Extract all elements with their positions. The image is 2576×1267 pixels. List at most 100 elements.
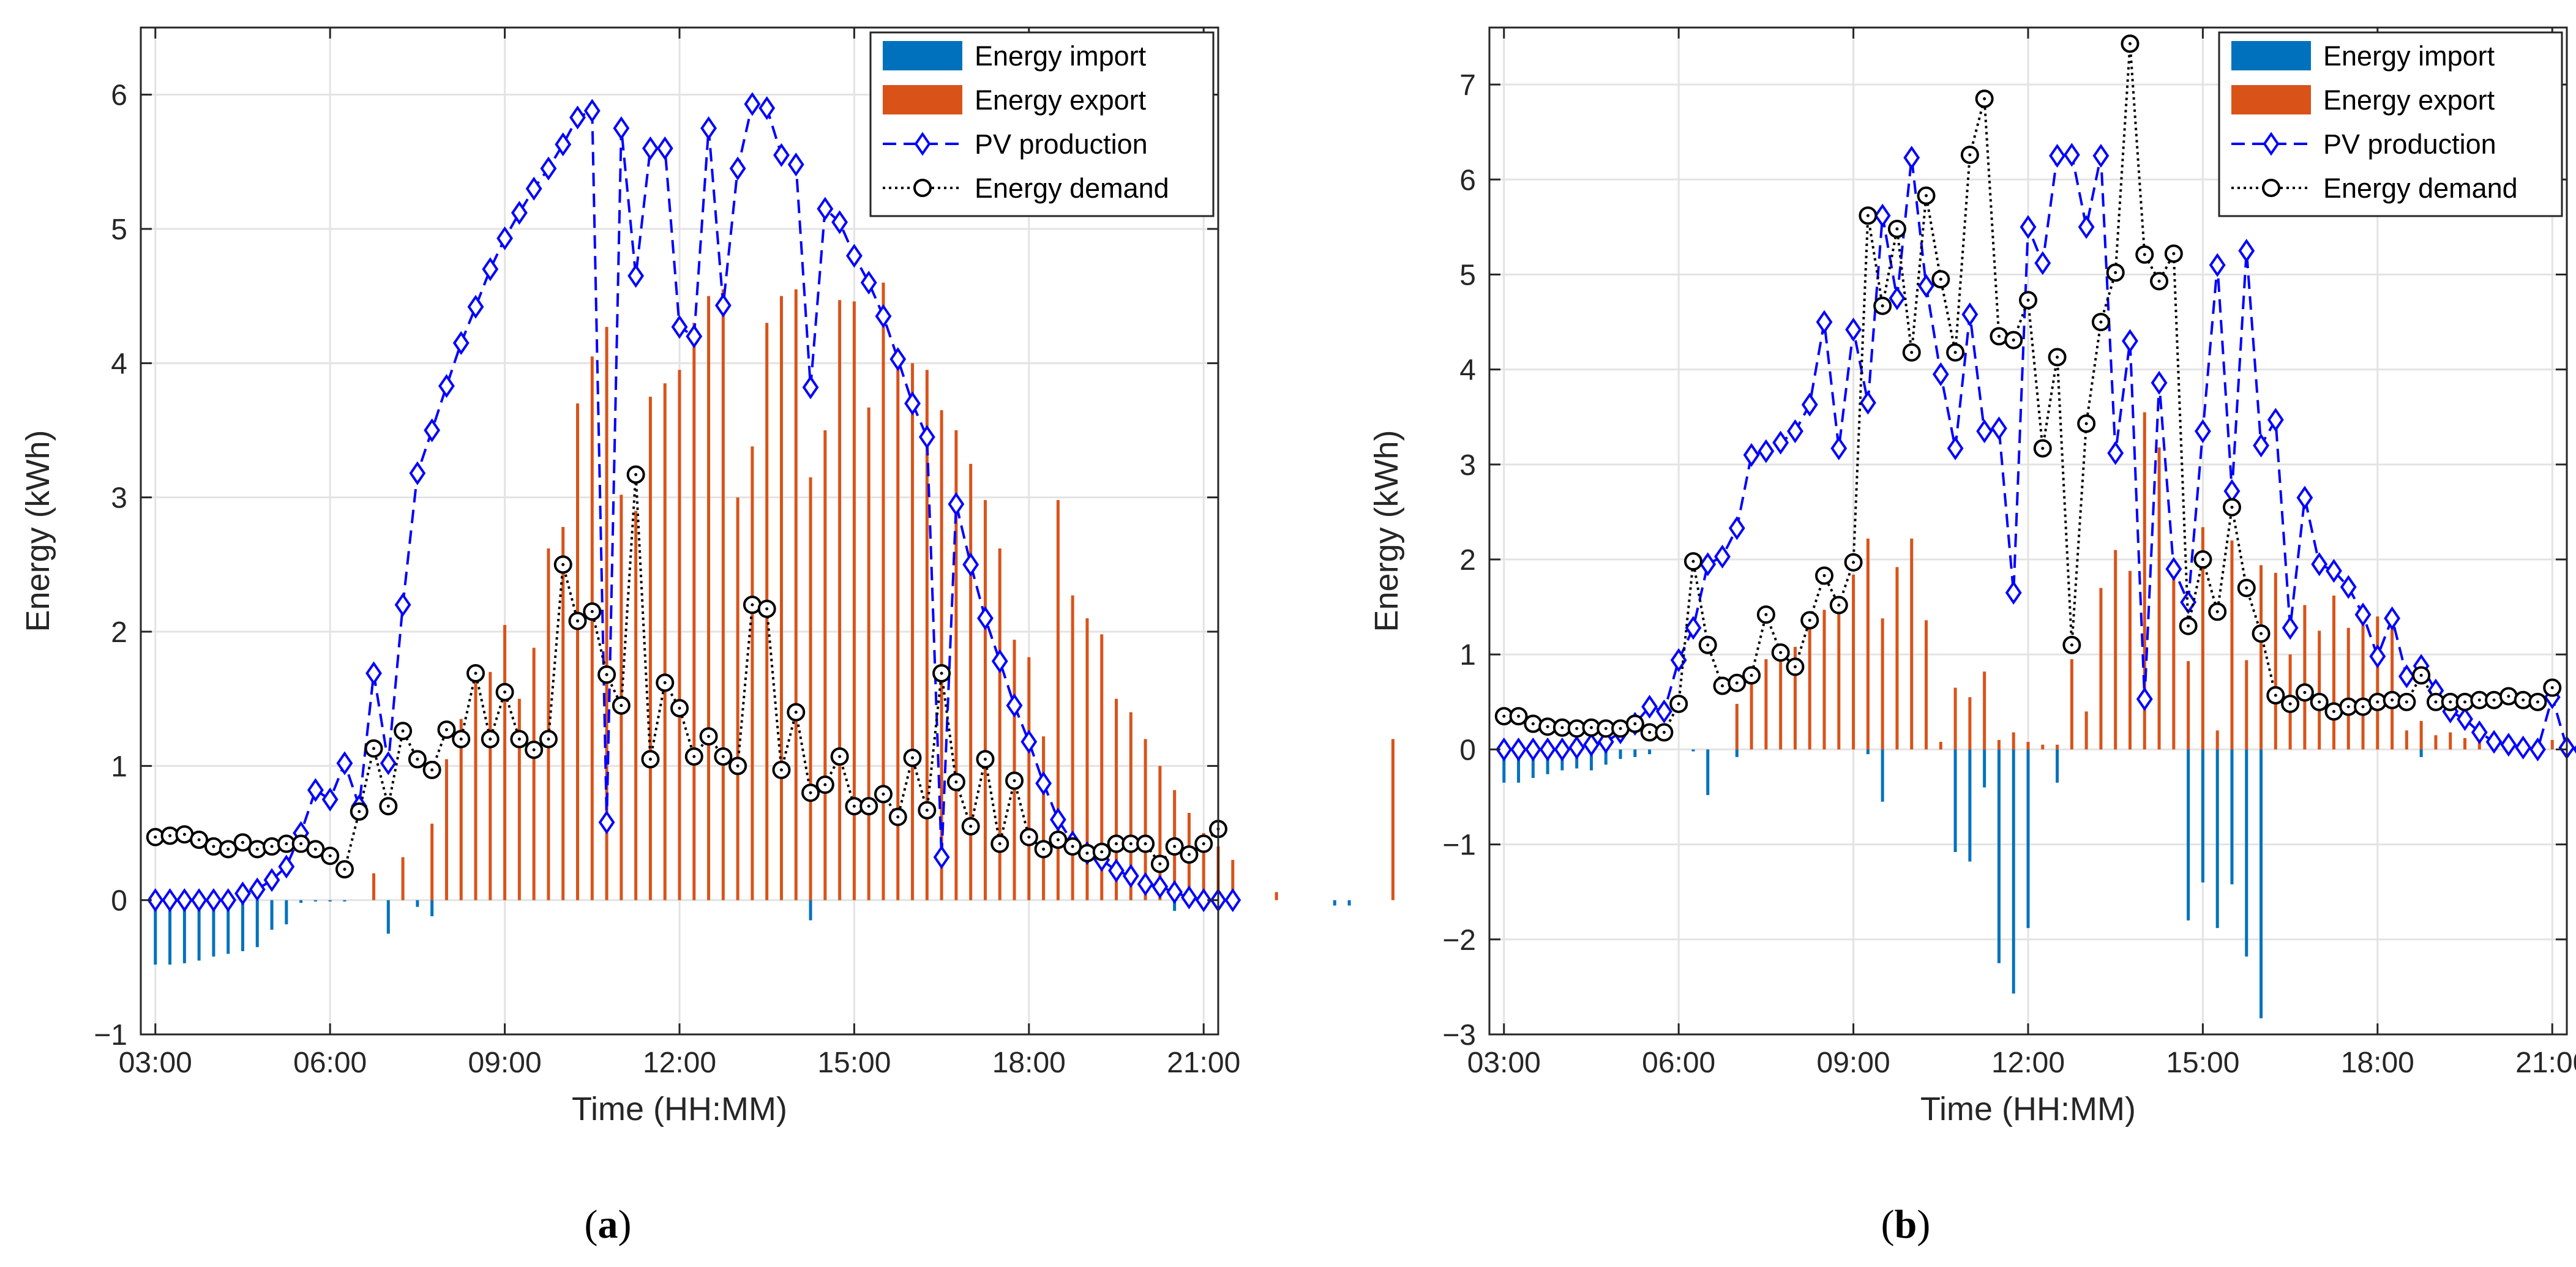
demand-marker-dot [2245, 586, 2248, 590]
demand-marker-dot [1939, 277, 1942, 281]
export-bar [707, 296, 711, 900]
export-bar [823, 430, 827, 900]
pv-marker [1166, 880, 1183, 905]
pv-marker [2529, 737, 2546, 761]
import-bar [1706, 749, 1710, 795]
pv-marker [2398, 664, 2415, 689]
demand-marker-dot [1837, 604, 1841, 607]
pv-marker [380, 751, 397, 776]
pv-marker [162, 888, 178, 913]
pv-marker [1510, 737, 1527, 761]
demand-marker-dot [416, 757, 419, 761]
export-bar [1144, 739, 1147, 900]
export-bar [2477, 739, 2481, 750]
demand-marker-dot [1619, 727, 1622, 730]
demand-marker-dot [2405, 700, 2408, 704]
import-bar [1333, 900, 1336, 906]
export-bar [2405, 730, 2408, 750]
pv-marker [802, 375, 819, 400]
x-tick-label: 18:00 [2341, 1047, 2414, 1079]
pv-marker [424, 418, 441, 443]
import-bar [2056, 749, 2059, 783]
demand-marker-dot [1808, 618, 1811, 622]
pv-marker [1918, 274, 1934, 298]
export-bar [779, 296, 783, 900]
pv-marker [1539, 737, 1556, 761]
demand-marker-dot [663, 681, 667, 684]
demand-marker-dot [852, 804, 856, 808]
import-bar [1546, 749, 1549, 774]
demand-marker-dot [2099, 320, 2103, 324]
demand-marker-dot [2187, 624, 2190, 628]
import-bar [416, 900, 419, 907]
x-tick-label: 09:00 [1817, 1047, 1890, 1079]
pv-marker [1568, 735, 1586, 760]
demand-marker-dot [1764, 613, 1768, 616]
pv-marker [2340, 575, 2357, 599]
demand-marker-dot [2346, 705, 2350, 709]
demand-marker-dot [1013, 779, 1016, 782]
x-tick-label: 09:00 [468, 1047, 542, 1079]
demand-marker-dot [285, 842, 288, 846]
export-bar [2318, 630, 2321, 750]
demand-marker-dot [1589, 726, 1593, 730]
export-bar [794, 289, 798, 900]
import-bar [386, 900, 390, 934]
pv-marker [1151, 875, 1169, 899]
export-bar [1042, 736, 1046, 900]
export-bar [983, 500, 987, 900]
export-bar [648, 397, 652, 900]
pv-marker [2092, 143, 2110, 168]
pv-marker [1859, 391, 1876, 415]
demand-marker-dot [634, 473, 638, 476]
pv-marker [1889, 286, 1906, 310]
demand-marker-dot [1144, 842, 1147, 846]
export-bar [2201, 527, 2204, 750]
export-bar [517, 698, 521, 900]
export-bar [576, 403, 580, 900]
export-bar [678, 370, 681, 900]
export-bar [1997, 739, 2001, 750]
import-bar [1881, 749, 1884, 802]
demand-marker-dot [867, 804, 871, 808]
demand-marker-dot [154, 835, 157, 839]
pv-marker [2238, 239, 2255, 263]
export-bar [1100, 634, 1104, 900]
panel-label-close: ) [618, 1202, 632, 1247]
import-bar [1633, 749, 1637, 757]
demand-marker-dot [1202, 842, 1205, 846]
demand-marker-dot [1042, 847, 1046, 851]
pv-marker [2296, 485, 2313, 510]
pv-marker [2326, 559, 2342, 583]
export-bar [1779, 654, 1783, 750]
demand-marker-dot [954, 780, 958, 784]
demand-marker-dot [1925, 194, 1928, 198]
pv-marker [205, 888, 222, 913]
x-tick-label: 21:00 [1167, 1047, 1240, 1079]
legend-entry: Energy import [2323, 40, 2495, 72]
demand-marker-dot [2041, 446, 2045, 450]
demand-marker-dot [2070, 643, 2073, 647]
demand-marker-dot [1866, 214, 1870, 217]
demand-marker-dot [1953, 351, 1957, 354]
export-bar [2012, 732, 2015, 750]
pv-marker [1961, 302, 1979, 327]
export-bar [751, 446, 754, 900]
demand-marker-dot [459, 737, 463, 741]
import-bar [212, 900, 215, 957]
demand-marker-dot [401, 729, 405, 733]
import-bar [2026, 749, 2030, 929]
import-bar [241, 900, 244, 952]
pv-marker [758, 96, 776, 121]
export-bar [1056, 500, 1060, 900]
demand-marker-dot [1531, 722, 1535, 726]
panel-label: (b) [1881, 1202, 1931, 1247]
demand-marker-dot [1633, 722, 1637, 726]
demand-marker-dot [2215, 610, 2219, 613]
pv-marker [1991, 416, 2007, 441]
import-bar [1517, 749, 1521, 783]
export-bar [1071, 595, 1074, 900]
demand-marker-dot [2012, 338, 2015, 342]
y-tick-label: −1 [1442, 829, 1476, 862]
export-bar [736, 497, 739, 900]
